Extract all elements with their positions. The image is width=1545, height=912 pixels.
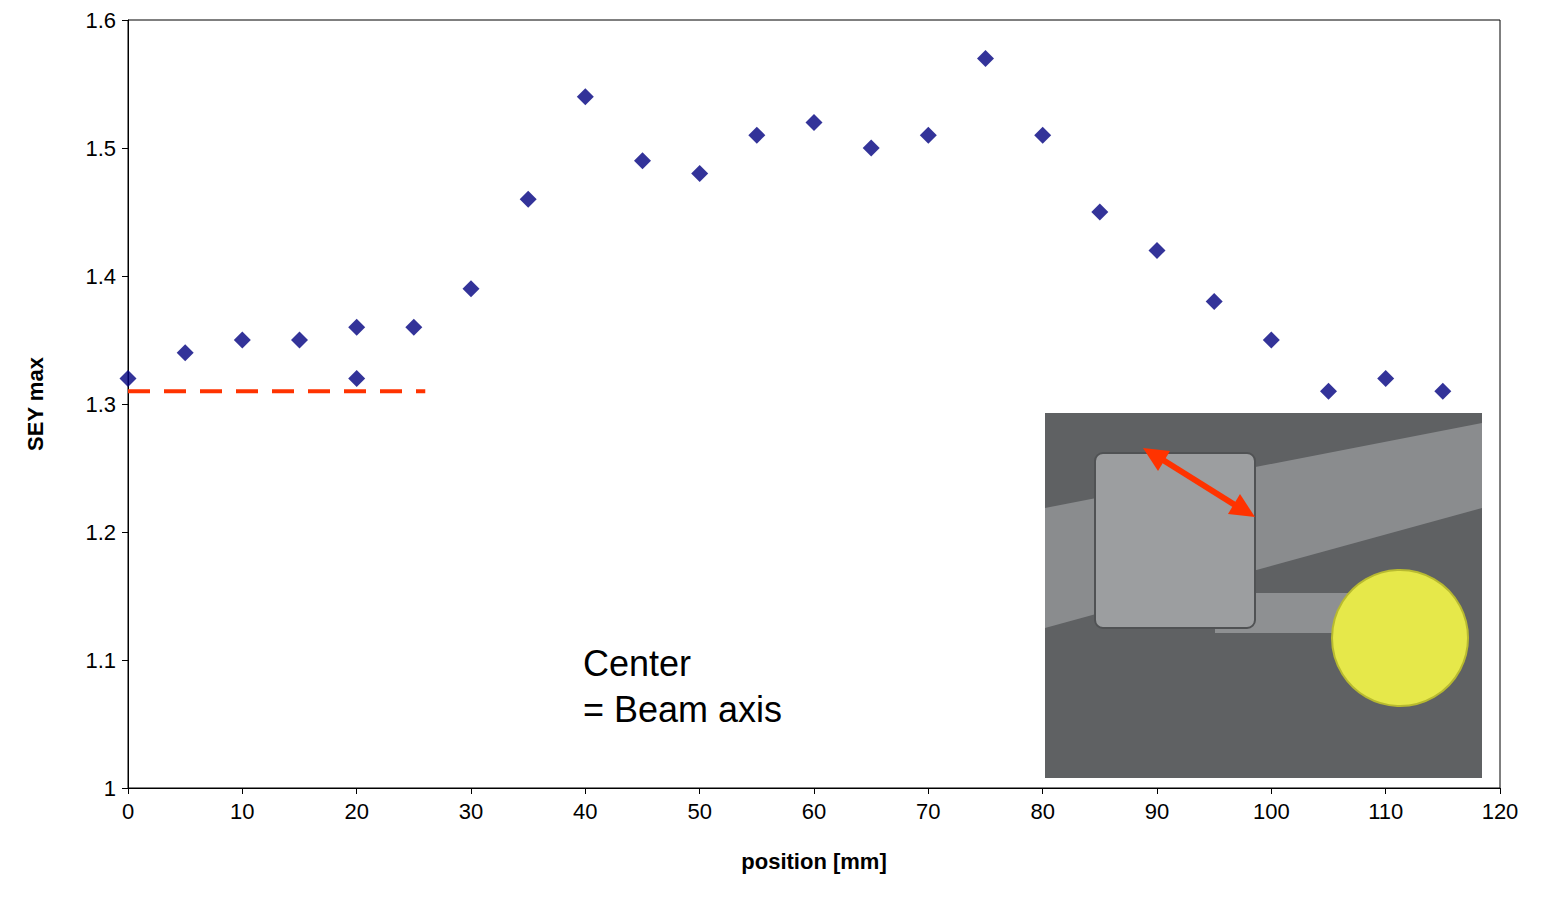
svg-text:90: 90 <box>1145 799 1169 824</box>
svg-text:10: 10 <box>230 799 254 824</box>
svg-text:40: 40 <box>573 799 597 824</box>
svg-text:120: 120 <box>1482 799 1519 824</box>
svg-text:30: 30 <box>459 799 483 824</box>
svg-text:1.6: 1.6 <box>85 8 116 33</box>
svg-text:1.3: 1.3 <box>85 392 116 417</box>
svg-text:1.5: 1.5 <box>85 136 116 161</box>
svg-text:50: 50 <box>687 799 711 824</box>
svg-text:0: 0 <box>122 799 134 824</box>
svg-text:70: 70 <box>916 799 940 824</box>
svg-text:SEY max: SEY max <box>23 356 48 451</box>
svg-text:110: 110 <box>1368 799 1403 824</box>
svg-text:20: 20 <box>344 799 368 824</box>
svg-text:1.1: 1.1 <box>85 648 116 673</box>
svg-text:1: 1 <box>104 776 116 801</box>
svg-text:1.2: 1.2 <box>85 520 116 545</box>
svg-text:100: 100 <box>1253 799 1290 824</box>
svg-text:60: 60 <box>802 799 826 824</box>
svg-text:position [mm]: position [mm] <box>741 849 886 874</box>
svg-text:= Beam axis: = Beam axis <box>583 689 782 730</box>
svg-text:Center: Center <box>583 643 691 684</box>
svg-text:1.4: 1.4 <box>85 264 116 289</box>
svg-text:80: 80 <box>1030 799 1054 824</box>
